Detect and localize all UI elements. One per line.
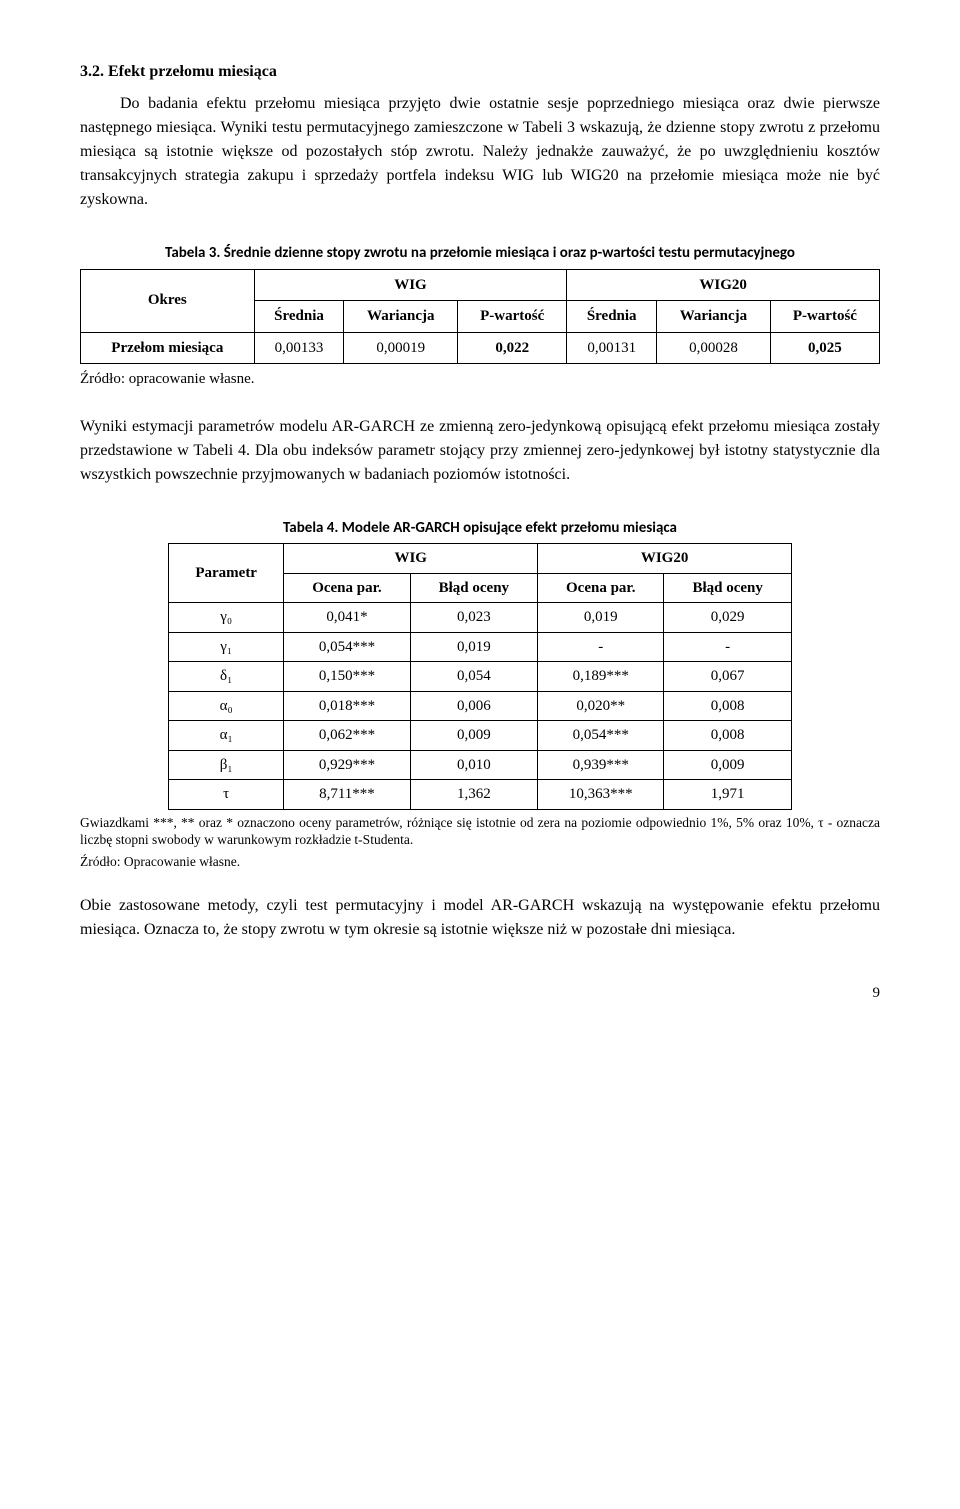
table3-cell: 0,022 [458,332,567,364]
table4-cell: 0,062*** [284,721,410,751]
table4-header-wig: WIG [284,544,538,574]
table4-cell: 0,009 [664,750,792,780]
table4-cell: 0,018*** [284,691,410,721]
table4-cell: 0,009 [410,721,538,751]
table3-header-var: Wariancja [657,301,771,333]
table4-cell: 0,006 [410,691,538,721]
table4-param: δ₁ [169,662,284,692]
paragraph-3: Obie zastosowane metody, czyli test perm… [80,894,880,942]
table4-header-wig20: WIG20 [538,544,792,574]
table3-header-wig: WIG [254,269,567,301]
table4-cell: - [538,632,664,662]
table-row: α₀0,018***0,0060,020**0,008 [169,691,792,721]
table4-cell: 0,019 [538,603,664,633]
table-row: γ₀0,041*0,0230,0190,029 [169,603,792,633]
table4-param: τ [169,780,284,810]
table4-cell: 0,054 [410,662,538,692]
table4-cell: 0,054*** [284,632,410,662]
table3-header-pval: P-wartość [458,301,567,333]
table4-cell: 0,029 [664,603,792,633]
page-number: 9 [80,982,880,1005]
table4-cell: 0,023 [410,603,538,633]
table3-cell: 0,00133 [254,332,344,364]
table4-param: α₀ [169,691,284,721]
table4-cell: 1,362 [410,780,538,810]
table4-cell: 0,019 [410,632,538,662]
table4-cell: 0,041* [284,603,410,633]
table3-source: Źródło: opracowanie własne. [80,368,880,391]
table4-cell: 0,929*** [284,750,410,780]
table4-param: α₁ [169,721,284,751]
table4-cell: 0,150*** [284,662,410,692]
table4-cell: 0,054*** [538,721,664,751]
table3-header-mean: Średnia [254,301,344,333]
table4-caption: Tabela 4. Modele AR-GARCH opisujące efek… [80,517,880,540]
table4-cell: 0,010 [410,750,538,780]
table-row: α₁0,062***0,0090,054***0,008 [169,721,792,751]
table4-param: γ₀ [169,603,284,633]
table3-caption: Tabela 3. Średnie dzienne stopy zwrotu n… [80,242,880,265]
table3-cell: 0,00131 [567,332,657,364]
table4-cell: 8,711*** [284,780,410,810]
table-row: δ₁0,150***0,0540,189***0,067 [169,662,792,692]
table3-header-pval: P-wartość [770,301,879,333]
table4-param: γ₁ [169,632,284,662]
table4-cell: 0,008 [664,691,792,721]
table4-header-est: Ocena par. [284,573,410,603]
table3-cell: 0,00028 [657,332,771,364]
table4-cell: 0,189*** [538,662,664,692]
table3-header-period: Okres [81,269,255,332]
table3-header-var: Wariancja [344,301,458,333]
table-row: τ8,711***1,36210,363***1,971 [169,780,792,810]
section-title: 3.2. Efekt przełomu miesiąca [80,60,880,84]
table3-cell: 0,025 [770,332,879,364]
table4-cell: 1,971 [664,780,792,810]
table4: Parametr WIG WIG20 Ocena par. Błąd oceny… [168,543,792,810]
table4-cell: 0,067 [664,662,792,692]
table4-cell: 0,939*** [538,750,664,780]
table4-param: β₁ [169,750,284,780]
paragraph-1: Do badania efektu przełomu miesiąca przy… [80,92,880,212]
table4-cell: 0,008 [664,721,792,751]
table3: Okres WIG WIG20 Średnia Wariancja P-wart… [80,269,880,365]
table-row: β₁0,929***0,0100,939***0,009 [169,750,792,780]
table4-header-se: Błąd oceny [410,573,538,603]
table4-header-param: Parametr [169,544,284,603]
paragraph-2: Wyniki estymacji parametrów modelu AR-GA… [80,415,880,487]
table3-header-wig20: WIG20 [567,269,880,301]
table4-source: Źródło: Opracowanie własne. [80,853,880,871]
table4-cell: 0,020** [538,691,664,721]
table4-cell: - [664,632,792,662]
table4-header-se: Błąd oceny [664,573,792,603]
table3-row-label: Przełom miesiąca [81,332,255,364]
table3-header-mean: Średnia [567,301,657,333]
table3-cell: 0,00019 [344,332,458,364]
table-row: γ₁0,054***0,019-- [169,632,792,662]
table4-header-est: Ocena par. [538,573,664,603]
table4-cell: 10,363*** [538,780,664,810]
table4-footnote: Gwiazdkami ***, ** oraz * oznaczono ocen… [80,814,880,849]
